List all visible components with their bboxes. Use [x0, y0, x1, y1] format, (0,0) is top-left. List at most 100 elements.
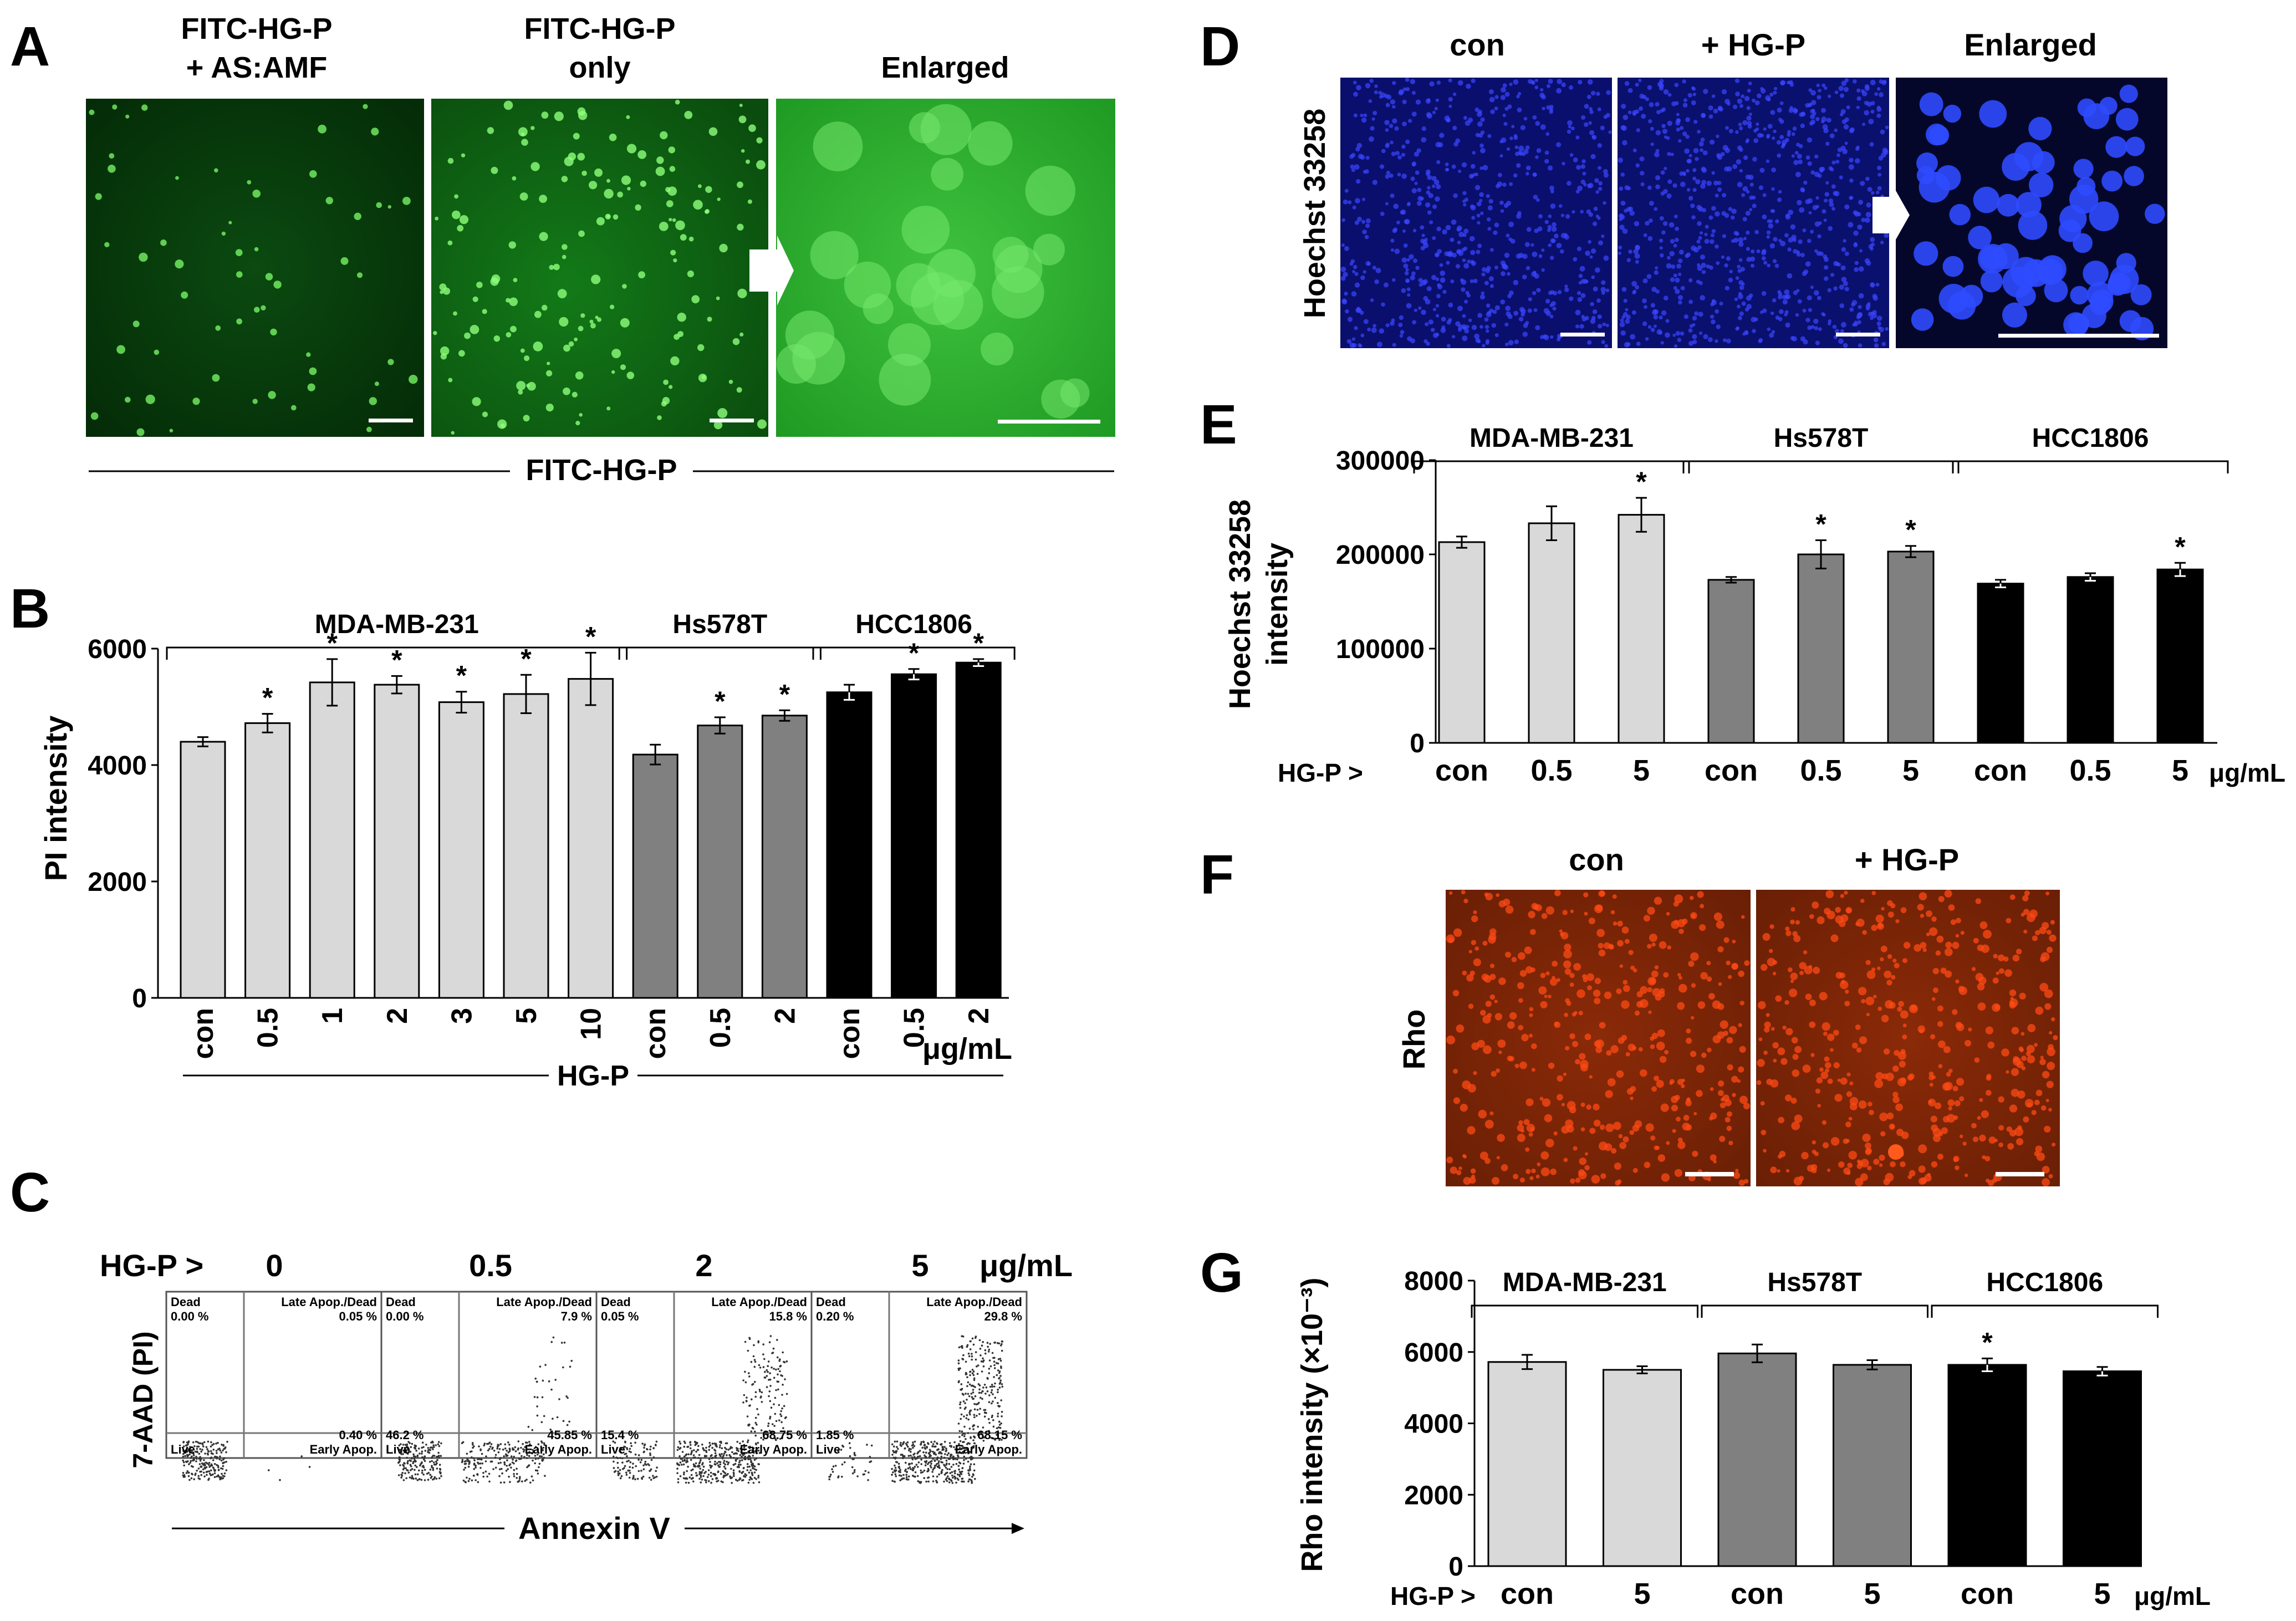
event-dot	[516, 1467, 518, 1470]
nucleus	[1482, 165, 1488, 171]
nucleus	[1978, 244, 2008, 274]
event-dot	[705, 1479, 707, 1482]
event-dot	[200, 1470, 202, 1473]
nucleus	[1474, 108, 1479, 112]
rho-cell	[1741, 915, 1745, 919]
event-dot	[630, 1451, 632, 1454]
event-dot	[913, 1456, 916, 1458]
event-dot	[532, 1479, 534, 1482]
event-dot	[655, 1440, 658, 1443]
nucleus	[1501, 137, 1507, 143]
event-dot	[984, 1352, 987, 1355]
nucleus	[1618, 245, 1622, 249]
rho-cell	[1710, 1112, 1717, 1120]
rho-cell	[1563, 950, 1572, 959]
event-dot	[700, 1474, 702, 1477]
event-dot	[957, 1381, 960, 1384]
event-dot	[902, 1474, 905, 1476]
nucleus	[1385, 103, 1390, 108]
nucleus	[1439, 132, 1445, 138]
nucleus	[1371, 117, 1375, 121]
rho-cell	[1879, 1163, 1883, 1167]
event-dot	[938, 1452, 940, 1455]
event-dot	[958, 1442, 960, 1445]
event-dot	[428, 1449, 431, 1451]
nucleus	[1542, 106, 1545, 110]
nucleus	[1805, 318, 1810, 323]
event-dot	[418, 1469, 420, 1472]
nucleus	[1452, 125, 1457, 130]
rho-cell	[1632, 1124, 1640, 1132]
event-dot	[956, 1450, 958, 1452]
rho-cell	[1791, 1037, 1798, 1044]
event-dot	[892, 1456, 895, 1459]
event-dot	[190, 1460, 192, 1462]
event-dot	[744, 1340, 747, 1343]
nucleus	[1774, 263, 1779, 268]
fitc-cell	[574, 337, 578, 341]
event-dot	[919, 1482, 922, 1484]
event-dot	[612, 1447, 615, 1450]
rho-cell	[1453, 1097, 1460, 1104]
rho-cell	[1596, 929, 1605, 937]
rho-cell	[1616, 988, 1622, 995]
rho-cell	[1576, 989, 1585, 998]
event-dot	[892, 1471, 894, 1474]
nucleus	[1374, 84, 1378, 88]
event-dot	[207, 1464, 210, 1466]
nucleus	[1662, 221, 1668, 226]
nucleus	[1516, 253, 1522, 259]
nucleus	[1541, 248, 1545, 252]
nucleus	[1525, 145, 1530, 150]
nucleus	[1536, 148, 1542, 153]
nucleus	[1792, 108, 1797, 113]
rho-cell	[2045, 1099, 2049, 1103]
event-dot	[204, 1464, 207, 1466]
nucleus	[1795, 313, 1799, 317]
rho-cell	[1919, 1028, 1924, 1034]
nucleus	[1435, 333, 1440, 337]
event-dot	[491, 1447, 493, 1450]
bar	[1977, 583, 2024, 744]
nucleus	[1434, 106, 1438, 110]
nucleus	[1769, 93, 1774, 97]
nucleus	[1777, 197, 1782, 202]
nucleus	[1484, 317, 1489, 322]
nucleus	[1861, 217, 1866, 222]
nucleus	[1661, 230, 1666, 235]
rho-cell	[1833, 1062, 1840, 1069]
event-dot	[973, 1403, 976, 1405]
event-dot	[186, 1470, 189, 1472]
rho-cell	[2009, 989, 2017, 997]
event-dot	[191, 1472, 193, 1475]
fitc-cell	[518, 389, 523, 395]
event-dot	[197, 1467, 200, 1470]
nucleus	[1354, 164, 1360, 170]
event-dot	[981, 1370, 983, 1373]
event-dot	[980, 1431, 982, 1434]
panel-d-letter: D	[1200, 16, 1240, 78]
event-dot	[625, 1452, 627, 1455]
event-dot	[769, 1400, 772, 1403]
event-dot	[401, 1472, 404, 1474]
rho-cell	[1844, 890, 1848, 895]
event-dot	[967, 1480, 970, 1482]
event-dot	[978, 1401, 980, 1404]
event-dot	[769, 1372, 771, 1374]
event-dot	[747, 1450, 749, 1453]
event-dot	[647, 1463, 649, 1465]
event-dot	[743, 1452, 746, 1455]
rho-cell	[1799, 971, 1804, 976]
nucleus	[1600, 287, 1606, 292]
nucleus	[1761, 291, 1767, 296]
event-dot	[424, 1455, 426, 1457]
event-dot	[941, 1461, 943, 1464]
nucleus	[1914, 241, 1938, 266]
nucleus	[1347, 317, 1353, 322]
event-dot	[629, 1461, 632, 1464]
event-dot	[700, 1476, 702, 1478]
nucleus	[1738, 292, 1742, 295]
nucleus	[1431, 176, 1437, 181]
quadrant-label-late: Late Apop./Dead	[711, 1295, 807, 1309]
nucleus	[1659, 216, 1664, 221]
